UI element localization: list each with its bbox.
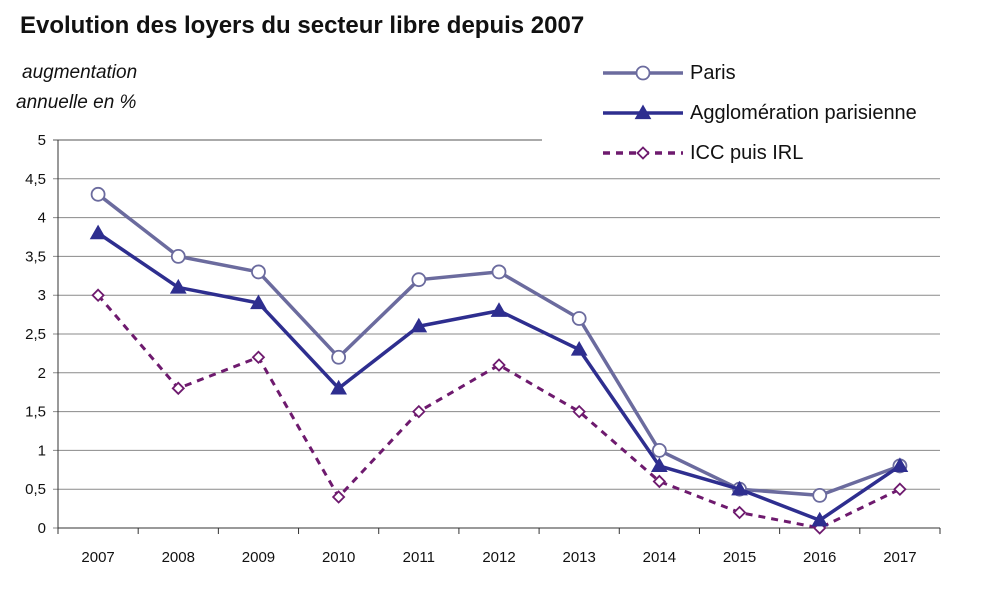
- data-point-marker: [251, 350, 266, 365]
- data-point-marker: [651, 442, 667, 458]
- data-point-marker: [490, 302, 508, 317]
- data-point-marker: [91, 288, 105, 302]
- x-tick-label: 2016: [803, 549, 836, 566]
- data-point-marker: [652, 474, 667, 489]
- data-point-marker: [891, 457, 909, 473]
- x-tick-label: 2011: [403, 549, 435, 566]
- data-point-marker: [169, 278, 187, 294]
- data-point-marker: [893, 482, 907, 496]
- data-point-marker: [651, 457, 668, 473]
- x-tick-label: 2010: [322, 549, 355, 566]
- legend-label-icc-puis-irl: ICC puis IRL: [690, 142, 804, 164]
- data-point-marker: [634, 104, 652, 120]
- x-tick-label: 2009: [242, 549, 275, 566]
- y-axis-label-line-1: augmentation: [22, 62, 138, 83]
- data-point-marker: [330, 379, 347, 395]
- legend-label-agglomeration-parisienne: Agglomération parisienne: [690, 102, 917, 124]
- y-tick-label: 4: [38, 210, 46, 227]
- data-point-marker: [636, 146, 650, 160]
- y-tick-label: 0: [38, 520, 46, 537]
- series-layer: [89, 186, 909, 535]
- data-point-marker: [732, 505, 747, 520]
- x-tick-label: 2014: [643, 549, 676, 566]
- x-tick-label: 2007: [81, 549, 114, 566]
- x-tick-label: 2012: [482, 549, 515, 566]
- data-point-marker: [811, 511, 829, 527]
- y-tick-label: 3: [38, 287, 46, 304]
- data-point-marker: [491, 264, 507, 280]
- y-tick-label: 1,5: [25, 404, 46, 421]
- x-tick-label: 2013: [562, 549, 595, 566]
- legend: [603, 65, 683, 160]
- data-point-marker: [171, 381, 186, 396]
- data-point-marker: [571, 311, 587, 326]
- data-point-marker: [251, 264, 266, 280]
- data-point-marker: [90, 186, 106, 202]
- y-tick-label: 2,5: [25, 326, 46, 343]
- data-point-marker: [572, 404, 586, 419]
- gridlines: [53, 139, 940, 529]
- data-point-marker: [331, 349, 347, 365]
- data-point-marker: [412, 404, 426, 419]
- data-point-marker: [250, 294, 267, 310]
- data-point-marker: [411, 272, 427, 288]
- x-tick-label: 2008: [162, 549, 195, 566]
- y-tick-label: 1: [38, 442, 46, 459]
- axes: 0 0,5 1 1,5 2 2,5 3 3,5 4 4,5 5 2007 2008 2009 2010 201…: [25, 132, 941, 566]
- chart-title: Evolution des loyers du secteur libre de…: [20, 12, 585, 39]
- data-point-marker: [331, 490, 346, 504]
- data-point-marker: [89, 224, 107, 240]
- y-tick-label: 5: [38, 132, 46, 149]
- y-tick-label: 4,5: [25, 171, 46, 188]
- data-point-marker: [492, 358, 506, 372]
- x-tick-label: 2015: [723, 549, 756, 566]
- legend-label-paris: Paris: [690, 62, 736, 84]
- y-axis-label-line-2: annuelle en %: [16, 92, 137, 113]
- data-point-marker: [570, 341, 588, 356]
- y-tick-label: 3,5: [25, 248, 46, 265]
- y-tick-label: 2: [38, 365, 46, 382]
- data-point-marker: [170, 248, 186, 264]
- data-point-marker: [812, 488, 828, 503]
- data-point-marker: [635, 65, 651, 81]
- data-point-marker: [731, 480, 748, 496]
- y-tick-label: 0,5: [25, 481, 46, 498]
- data-point-marker: [410, 317, 428, 333]
- x-tick-label: 2017: [883, 549, 916, 566]
